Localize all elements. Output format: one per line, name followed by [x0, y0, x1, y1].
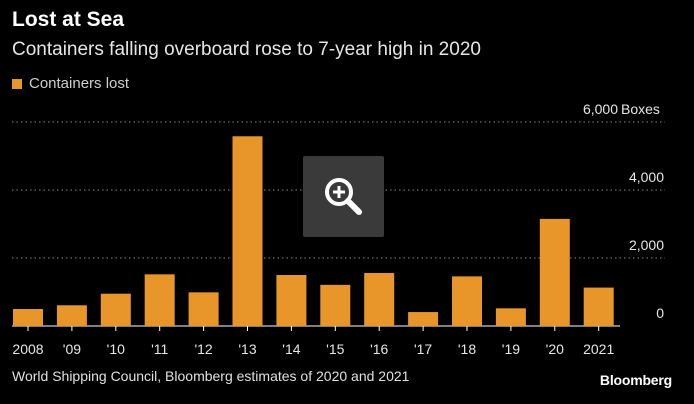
- bar: [583, 287, 614, 326]
- x-tick-label: '19: [502, 341, 520, 357]
- x-tick-label: '18: [458, 341, 476, 357]
- bar: [539, 218, 570, 326]
- bar: [232, 136, 263, 326]
- zoom-button[interactable]: [303, 156, 384, 237]
- y-tick-label: 0: [656, 305, 664, 321]
- bar: [276, 275, 307, 326]
- legend: Containers lost: [12, 75, 129, 92]
- y-tick-label: 6,000: [583, 101, 618, 117]
- bar: [13, 309, 43, 326]
- x-tick-label: '10: [107, 341, 125, 357]
- bar: [495, 308, 526, 326]
- y-unit-label: Boxes: [621, 101, 660, 117]
- x-tick-label: 2021: [583, 341, 614, 357]
- bar: [408, 312, 439, 326]
- y-tick-label: 4,000: [629, 169, 664, 185]
- bar: [100, 293, 131, 326]
- legend-label: Containers lost: [29, 75, 130, 92]
- x-tick-label: 2008: [12, 341, 43, 357]
- y-tick-label: 2,000: [629, 237, 664, 253]
- bloomberg-logo: Bloomberg: [599, 372, 672, 388]
- source-note: World Shipping Council, Bloomberg estima…: [12, 368, 410, 384]
- bar: [56, 305, 87, 326]
- x-tick-label: '09: [63, 341, 81, 357]
- x-tick-label: '17: [414, 341, 432, 357]
- x-tick-label: '20: [546, 341, 564, 357]
- x-tick-label: '16: [370, 341, 388, 357]
- bar: [144, 274, 175, 326]
- bar: [188, 292, 219, 326]
- magnifier-plus-icon: [324, 177, 362, 215]
- x-tick-label: '12: [194, 341, 212, 357]
- legend-swatch: [12, 78, 22, 89]
- bar: [364, 272, 395, 326]
- x-tick-label: '13: [238, 341, 256, 357]
- chart-title: Lost at Sea: [12, 8, 125, 31]
- bar: [320, 284, 351, 326]
- chart-subtitle: Containers falling overboard rose to 7-y…: [12, 39, 481, 60]
- bar: [452, 276, 482, 326]
- x-tick-label: '14: [282, 341, 300, 357]
- x-tick-label: '15: [326, 341, 344, 357]
- x-tick-label: '11: [151, 341, 168, 357]
